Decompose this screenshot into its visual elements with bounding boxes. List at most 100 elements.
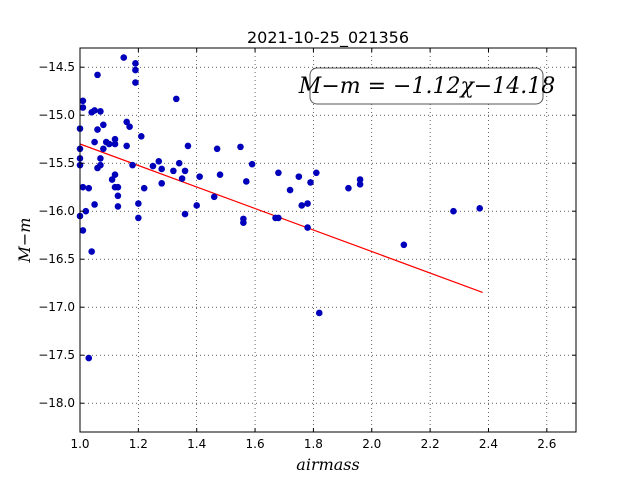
fit-equation: M−m = −1.12χ−14.18 [298, 74, 555, 99]
data-point [193, 202, 201, 209]
data-point [243, 178, 250, 185]
data-point [129, 161, 136, 169]
y-axis-label: M−m [15, 218, 34, 264]
data-point [184, 142, 192, 150]
data-point [181, 210, 189, 218]
data-point [295, 173, 303, 180]
data-point [158, 165, 165, 173]
data-point [313, 169, 320, 177]
x-tick-label: 1.4 [187, 437, 206, 451]
data-point [237, 143, 244, 151]
grid [79, 48, 576, 432]
data-point [140, 184, 148, 192]
data-point [100, 145, 107, 153]
equation-box-frame [309, 67, 544, 105]
data-point [94, 71, 101, 79]
x-axis-label: airmass [296, 455, 359, 474]
data-point [126, 123, 133, 131]
data-point [82, 207, 90, 215]
data-point [210, 193, 218, 201]
data-point [356, 176, 364, 183]
data-point [91, 201, 98, 208]
data-point [158, 180, 165, 187]
data-point [85, 184, 93, 192]
data-point [476, 205, 484, 212]
data-point [298, 202, 306, 209]
data-point [97, 108, 104, 115]
data-point [304, 224, 311, 231]
data-point [175, 159, 183, 167]
data-point [196, 173, 203, 180]
data-point [307, 179, 314, 186]
data-point [248, 160, 256, 168]
data-point [135, 214, 142, 222]
data-point [120, 54, 128, 61]
data-point [178, 175, 186, 182]
plot-area [80, 48, 576, 432]
data-point [79, 227, 87, 234]
data-point [108, 176, 116, 183]
chart-title: 2021-10-25_021356 [247, 28, 409, 48]
data-point [94, 126, 101, 133]
data-point [123, 118, 130, 126]
data-point [132, 66, 139, 74]
y-tick-labels: −14.5 −15.0 −15.5 −16.0 −16.5 −17.0 −17.5 −18.0 [38, 60, 75, 410]
data-point [100, 121, 107, 129]
x-tick-label: 2.0 [362, 437, 381, 451]
x-tick-label: 1.2 [129, 437, 148, 451]
data-point [132, 79, 139, 86]
data-point [111, 171, 119, 179]
data-point [345, 184, 352, 192]
data-point [155, 157, 163, 165]
data-point [123, 142, 130, 150]
x-tick-label: 1.6 [246, 437, 265, 451]
y-tick-label: −16.0 [38, 204, 75, 218]
data-point [304, 200, 311, 207]
data-point [286, 186, 294, 194]
data-point [79, 104, 87, 111]
data-point [79, 183, 87, 191]
data-point [400, 241, 408, 249]
data-point [132, 60, 139, 67]
data-point [88, 109, 95, 116]
equation-box: M−m = −1.12χ−14.18 [298, 67, 555, 105]
data-point [105, 140, 113, 148]
data-point [114, 203, 122, 210]
data-point [275, 214, 282, 222]
data-point [79, 97, 87, 105]
x-tick-label: 1.0 [70, 437, 89, 451]
x-tick-labels: 1.0 1.2 1.4 1.6 1.8 2.0 2.2 2.4 2.6 [70, 437, 556, 451]
y-tick-label: −17.5 [38, 348, 75, 362]
y-tick-label: −18.0 [38, 396, 75, 410]
data-point [85, 354, 93, 362]
data-point [315, 309, 323, 317]
data-point [111, 183, 119, 191]
data-point [240, 219, 247, 227]
x-tick-label: 2.2 [421, 437, 440, 451]
data-point [356, 181, 364, 188]
data-point [111, 140, 119, 148]
data-point [170, 167, 177, 175]
y-tick-label: −16.5 [38, 252, 75, 266]
data-point [137, 133, 145, 140]
data-point [88, 248, 95, 255]
data-point [216, 171, 224, 179]
data-point [275, 169, 282, 177]
data-point [450, 207, 457, 215]
x-tick-label: 2.4 [479, 437, 498, 451]
plot-frame [79, 47, 577, 433]
y-tick-label: −15.0 [38, 108, 75, 122]
x-tick-label: 2.6 [537, 437, 556, 451]
data-point [114, 192, 122, 200]
data-point [97, 155, 104, 162]
y-tick-label: −15.5 [38, 156, 75, 170]
data-point [135, 200, 142, 207]
data-point [181, 167, 189, 175]
data-point [213, 145, 221, 153]
data-point [94, 164, 101, 172]
ticks [79, 48, 576, 432]
data-point [172, 95, 180, 103]
data-point [149, 162, 157, 170]
data-point [111, 135, 119, 143]
